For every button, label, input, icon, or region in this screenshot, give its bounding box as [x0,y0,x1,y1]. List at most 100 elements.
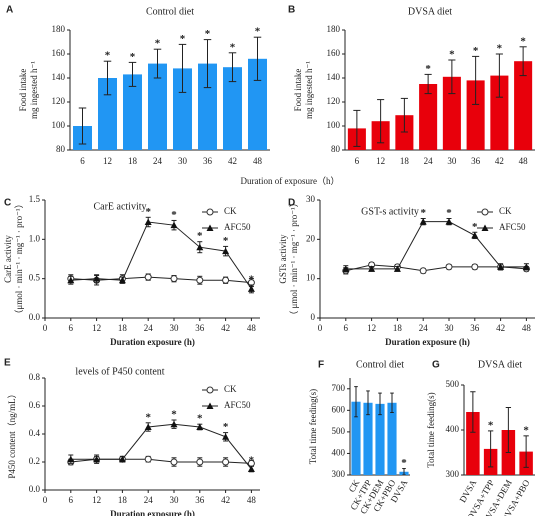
bar [351,401,361,475]
y-tick-label: 180 [327,24,341,34]
marker [247,285,255,292]
y-tick-label: 400 [446,424,460,434]
series-line [70,221,252,290]
legend-label: AFC50 [224,222,251,232]
x-tick-label: 48 [522,323,532,333]
marker [170,221,178,229]
marker [67,455,75,463]
marker [497,263,505,270]
x-tick-label: 48 [247,495,257,505]
y-tick-label: 500 [446,379,460,389]
significance-star: * [420,207,426,219]
y-axis-label: mg ingested h⁻¹ [29,61,39,119]
panel-f: F Control diet Total time feeding(s) 300 400… [308,359,410,516]
x-tick-label: 36 [195,495,205,505]
x-tick-label: 42 [496,323,505,333]
chart-title: levels of P450 content [75,366,164,377]
marker [93,455,101,463]
bar [395,115,414,150]
x-tick-label: 48 [247,323,257,333]
x-tick-label: 0 [318,323,323,333]
significance-star: * [446,207,452,219]
chart-title: GST-s activity [361,206,419,217]
panel-a: A Control diet Food intake mg ingested h⁻¹ 8… [6,5,270,166]
significance-star: * [497,43,503,55]
y-axis-label: GSTs activity [278,234,288,284]
x-tick-label: 24 [424,156,434,166]
x-tick-label: 36 [471,156,481,166]
y-tick-label: 300 [446,469,460,479]
marker [445,218,453,225]
y-tick-label: 0.5 [29,273,41,283]
significance-star: * [425,63,431,75]
significance-star: * [449,49,455,61]
y-tick-label: 500 [332,426,346,436]
significance-star: * [249,455,255,467]
legend-marker [206,402,214,409]
significance-star: * [230,41,236,53]
bar [148,63,167,150]
significance-star: * [223,421,229,433]
x-tick-label: 42 [221,323,230,333]
x-tick-label: 6 [69,323,74,333]
y-tick-label: 140 [327,72,341,82]
bar [363,402,373,475]
marker [522,263,530,270]
marker [368,265,376,272]
y-tick-label: 0.6 [29,400,41,410]
y-axis-label: （ μmol · min⁻¹ · mg⁻¹ · pro⁻¹） [289,198,299,319]
marker [67,276,75,284]
legend-marker [206,386,214,394]
panel-label: D [288,198,295,209]
y-tick-label: 0.0 [29,484,41,494]
y-axis-label: mg ingested h⁻¹ [304,61,314,119]
x-tick-label: 12 [92,495,101,505]
marker [144,273,152,281]
significance-star: * [105,50,111,62]
y-tick-label: 120 [327,96,341,106]
y-tick-label: 0.8 [29,372,41,382]
marker [222,247,230,255]
chart-title: CarE activity [93,201,146,212]
x-tick-label: 24 [144,323,154,333]
x-tick-label: 12 [367,323,376,333]
y-tick-label: 300 [332,469,346,479]
x-tick-label: 18 [118,323,128,333]
x-tick-label: 30 [447,156,457,166]
marker [247,465,255,472]
marker [93,275,101,282]
y-tick-label: 0.2 [29,456,40,466]
panel-b: B DVSA diet Food intake mg ingested h⁻¹ 80 10… [241,5,535,186]
y-tick-label: 30 [306,194,316,204]
panel-label: F [318,360,324,371]
y-tick-label: 20 [306,233,316,243]
x-axis-label: Duration exposure (h) [110,337,195,347]
marker [222,433,230,440]
x-tick-label: 30 [178,156,188,166]
bar [375,403,385,475]
significance-star: * [155,38,161,50]
panel-label: A [6,5,13,16]
marker [471,231,479,239]
x-tick-label: 12 [92,323,101,333]
significance-star: * [255,26,261,38]
x-tick-label: 42 [495,156,504,166]
bar [514,61,533,151]
marker [196,423,204,430]
chart-title: DVSA diet [408,6,452,17]
significance-star: * [180,33,186,45]
y-axis-label: Food intake [18,69,28,112]
bar [123,74,142,150]
x-tick-label: 48 [253,156,263,166]
marker [144,218,152,226]
significance-star: * [171,409,177,421]
significance-star: * [401,457,407,469]
y-tick-label: 400 [332,448,346,458]
x-tick-label: 18 [393,323,403,333]
x-tick-label: 18 [128,156,138,166]
panel-g: G DVSA diet Total time feeding(s) 300 400 500… [426,359,535,516]
y-tick-label: 180 [52,24,66,34]
y-tick-label: 160 [327,48,341,58]
y-tick-label: 140 [52,72,66,82]
